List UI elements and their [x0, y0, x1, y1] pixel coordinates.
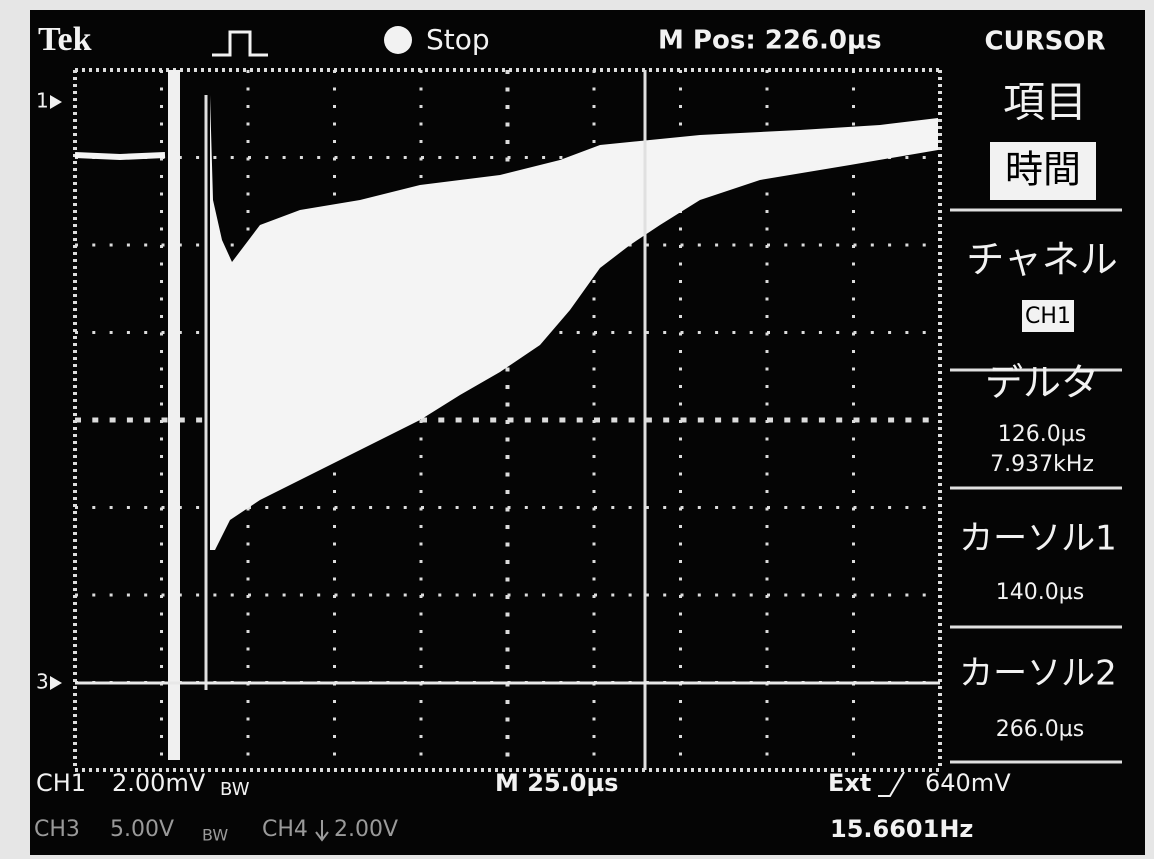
ch1-scale: 2.00mV [112, 769, 206, 797]
ch3-scale: 5.00V [110, 817, 174, 842]
marker-arrow [50, 95, 62, 109]
menu-label: デルタ [985, 361, 1099, 405]
menu-label: 項目 [1003, 78, 1087, 127]
ch3-bw: BW [202, 826, 228, 845]
ch4-arrow [315, 820, 329, 842]
brand: Tek [38, 21, 92, 58]
status: Stop [426, 23, 490, 56]
timebase: M 25.0µs [495, 769, 618, 797]
menu-value: 7.937kHz [990, 452, 1094, 477]
ch4-scale: 2.00V [334, 817, 398, 842]
menu-label: カーソル1 [959, 519, 1117, 559]
menu-value: 時間 [1005, 148, 1081, 192]
menu-title: CURSOR [984, 27, 1105, 57]
channel-marker: 3 [36, 670, 49, 694]
trigger-level: 640mV [925, 769, 1011, 797]
channel-marker: 1 [36, 89, 49, 113]
menu-value: 266.0µs [996, 717, 1084, 742]
trace-spike [168, 70, 180, 760]
ch3-label: CH3 [34, 817, 80, 842]
menu-value-box [1022, 300, 1074, 332]
ch1-bw: BW [220, 779, 250, 800]
marker-arrow [50, 676, 62, 690]
trigger-frequency: 15.6601Hz [830, 815, 973, 843]
ch4-label: CH4 [262, 817, 308, 842]
menu-value: 140.0µs [996, 580, 1084, 605]
status-dot [384, 26, 412, 54]
trigger-icon [212, 30, 268, 57]
menu-label: カーソル2 [959, 654, 1117, 694]
ch1-label: CH1 [36, 769, 86, 797]
menu-label: チャネル [966, 238, 1118, 282]
screen [30, 10, 1145, 855]
menu-value: CH1 [1025, 304, 1071, 329]
menu-value-box [990, 142, 1096, 200]
waveform-baseline [74, 152, 166, 161]
position: M Pos: 226.0µs [658, 26, 882, 56]
trigger-slope [878, 771, 905, 797]
trigger-source: Ext [828, 769, 871, 797]
menu-value: 126.0µs [998, 422, 1086, 447]
waveform-envelope [210, 95, 938, 550]
